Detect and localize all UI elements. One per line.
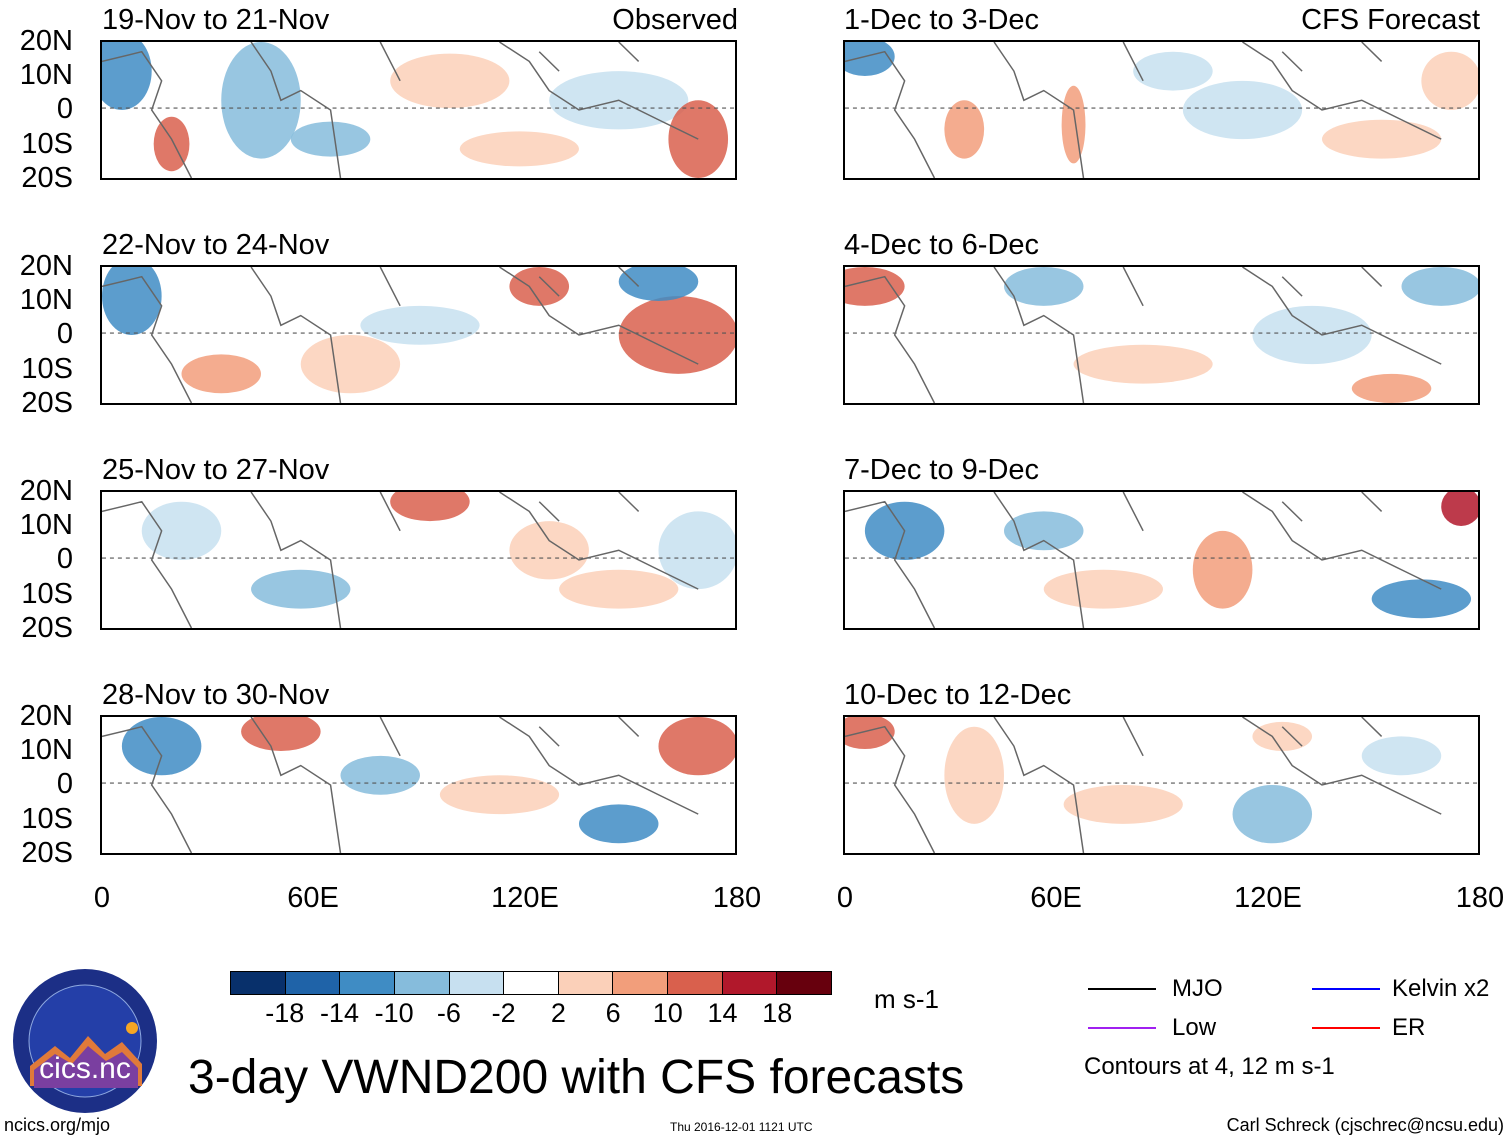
colorbar-swatch-3 xyxy=(394,972,450,994)
colorbar-label-7: 10 xyxy=(652,998,683,1028)
lat-tick-row1-2: 0 xyxy=(56,93,73,125)
lat-tick-row1-1: 10N xyxy=(19,59,73,91)
map-panel-observed-1 xyxy=(100,40,737,180)
forecast-period-title-3: 7-Dec to 9-Dec xyxy=(844,454,1040,486)
lon-tick-right-120e: 120E xyxy=(1234,882,1302,914)
lat-tick-row1-3: 10S xyxy=(21,128,73,160)
colorbar-label-1: -14 xyxy=(319,998,359,1028)
colorbar-label-8: 14 xyxy=(707,998,738,1028)
lat-tick-row2-3: 10S xyxy=(21,353,73,385)
lat-tick-row4-1: 10N xyxy=(19,734,73,766)
lon-tick-left-120e: 120E xyxy=(491,882,559,914)
map-panel-forecast-1 xyxy=(843,40,1480,180)
colorbar-swatch-4 xyxy=(449,972,505,994)
colorbar-swatch-8 xyxy=(668,972,723,994)
footer-url[interactable]: ncics.org/mjo xyxy=(4,1115,111,1135)
legend-line-kelvin xyxy=(1312,988,1380,990)
colorbar-label-0: -18 xyxy=(265,998,305,1028)
lat-tick-row3-4: 20S xyxy=(21,612,73,644)
observed-period-title-4: 28-Nov to 30-Nov xyxy=(102,679,330,711)
forecast-period-title-1: 1-Dec to 3-Dec xyxy=(844,4,1040,36)
map-field xyxy=(845,492,1478,628)
map-field xyxy=(102,717,735,853)
map-panel-forecast-3 xyxy=(843,490,1480,630)
colorbar-label-9: 18 xyxy=(762,998,793,1028)
map-panel-forecast-2 xyxy=(843,265,1480,405)
legend-line-er xyxy=(1312,1027,1380,1029)
forecast-label: CFS Forecast xyxy=(1301,4,1480,36)
lat-tick-row4-3: 10S xyxy=(21,803,73,835)
cics-logo: cics.nc xyxy=(13,969,157,1113)
legend-label-er: ER xyxy=(1392,1014,1426,1041)
lat-tick-row1-4: 20S xyxy=(21,162,73,194)
colorbar-label-4: -2 xyxy=(491,998,516,1028)
map-panel-observed-3 xyxy=(100,490,737,630)
colorbar-swatch-1 xyxy=(285,972,341,994)
legend-note: Contours at 4, 12 m s-1 xyxy=(1084,1053,1335,1080)
observed-period-title-3: 25-Nov to 27-Nov xyxy=(102,454,330,486)
colorbar-unit: m s-1 xyxy=(874,984,939,1014)
legend-line-low xyxy=(1088,1027,1156,1029)
observed-period-title-2: 22-Nov to 24-Nov xyxy=(102,229,330,261)
observed-period-title-1: 19-Nov to 21-Nov xyxy=(102,4,330,36)
legend-line-mjo xyxy=(1088,988,1156,990)
map-field xyxy=(845,42,1478,178)
map-field xyxy=(845,267,1478,403)
colorbar xyxy=(230,971,832,995)
lat-tick-row2-1: 10N xyxy=(19,284,73,316)
colorbar-swatch-2 xyxy=(340,972,395,994)
lat-tick-row3-2: 0 xyxy=(56,543,73,575)
lat-tick-row3-1: 10N xyxy=(19,509,73,541)
colorbar-label-5: 2 xyxy=(550,998,566,1028)
map-field xyxy=(102,492,735,628)
lon-tick-left-180: 180 xyxy=(712,882,762,914)
lat-tick-row3-3: 10S xyxy=(21,578,73,610)
colorbar-swatch-10 xyxy=(777,972,832,994)
lat-tick-row2-2: 0 xyxy=(56,318,73,350)
lat-tick-row3-0: 20N xyxy=(19,475,73,507)
lat-tick-row4-0: 20N xyxy=(19,700,73,732)
footer-credit: Carl Schreck (cjschrec@ncsu.edu) xyxy=(1226,1115,1504,1135)
colorbar-label-6: 6 xyxy=(605,998,621,1028)
lat-tick-row1-0: 20N xyxy=(19,25,73,57)
forecast-period-title-2: 4-Dec to 6-Dec xyxy=(844,229,1040,261)
map-panel-observed-4 xyxy=(100,715,737,855)
colorbar-swatch-5 xyxy=(504,972,559,994)
legend-label-kelvin: Kelvin x2 xyxy=(1392,975,1490,1002)
lon-tick-right-180: 180 xyxy=(1455,882,1505,914)
colorbar-swatch-9 xyxy=(722,972,778,994)
logo-text: cics.nc xyxy=(39,1052,131,1085)
footer-timestamp: Thu 2016-12-01 1121 UTC xyxy=(670,1120,813,1134)
map-field xyxy=(102,267,735,403)
lat-tick-row2-4: 20S xyxy=(21,387,73,419)
colorbar-swatch-7 xyxy=(613,972,669,994)
observed-label: Observed xyxy=(612,4,738,36)
map-field xyxy=(102,42,735,178)
legend-label-mjo: MJO xyxy=(1172,975,1223,1002)
lon-tick-right-60e: 60E xyxy=(1030,882,1082,914)
colorbar-swatch-6 xyxy=(558,972,614,994)
map-panel-observed-2 xyxy=(100,265,737,405)
lon-tick-right-0: 0 xyxy=(836,882,854,914)
lat-tick-row2-0: 20N xyxy=(19,250,73,282)
lon-tick-left-60e: 60E xyxy=(287,882,339,914)
legend-label-low: Low xyxy=(1172,1014,1217,1041)
figure-title: 3-day VWND200 with CFS forecasts xyxy=(188,1051,965,1104)
forecast-period-title-4: 10-Dec to 12-Dec xyxy=(844,679,1072,711)
colorbar-swatch-0 xyxy=(231,972,286,994)
lat-tick-row4-2: 0 xyxy=(56,768,73,800)
colorbar-label-2: -10 xyxy=(374,998,414,1028)
lon-tick-left-0: 0 xyxy=(93,882,111,914)
colorbar-label-3: -6 xyxy=(436,998,461,1028)
map-panel-forecast-4 xyxy=(843,715,1480,855)
lat-tick-row4-4: 20S xyxy=(21,837,73,869)
map-field xyxy=(845,717,1478,853)
